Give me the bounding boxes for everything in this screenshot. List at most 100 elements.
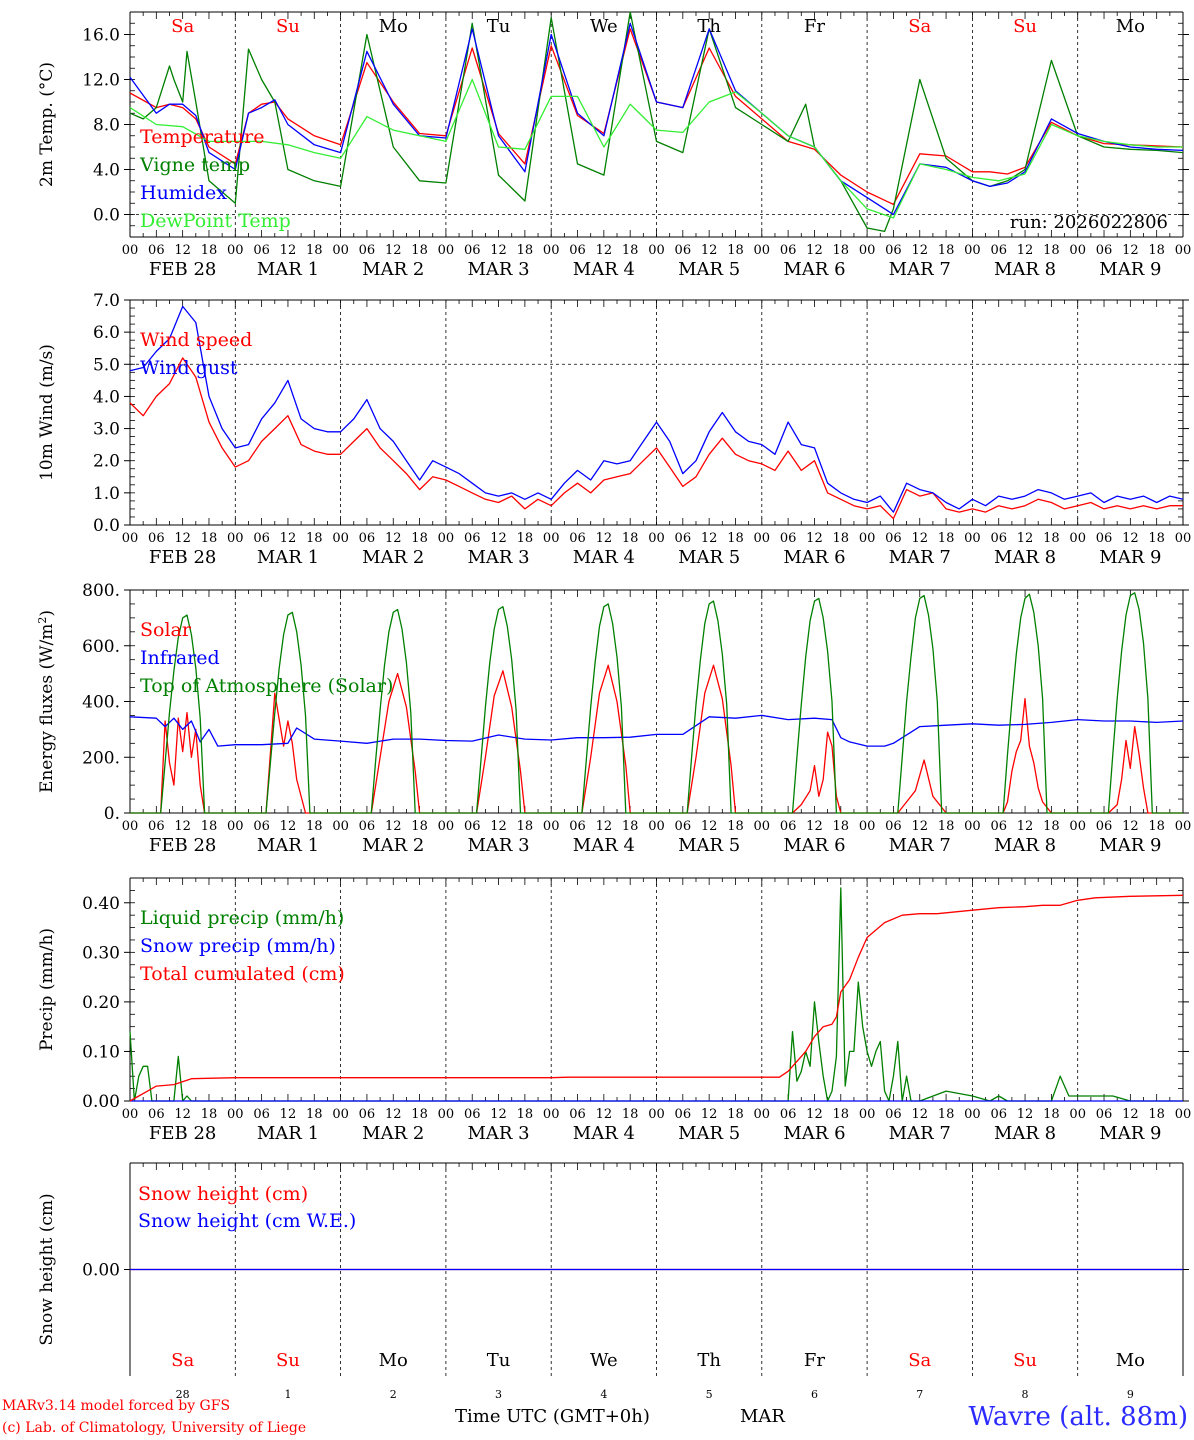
hour-tick-label: 12 xyxy=(174,819,191,834)
day-number-label: 1 xyxy=(284,1388,291,1401)
hour-tick-label: 06 xyxy=(885,1107,902,1122)
hour-tick-label: 18 xyxy=(1148,819,1165,834)
hour-tick-label: 00 xyxy=(122,531,139,546)
hour-tick-label: 12 xyxy=(490,819,507,834)
hour-tick-label: 18 xyxy=(833,1107,850,1122)
hour-tick-label: 12 xyxy=(596,243,613,258)
hour-tick-label: 06 xyxy=(990,1107,1007,1122)
weekday-label: Su xyxy=(276,1350,300,1371)
date-label: MAR 4 xyxy=(573,1123,635,1144)
hour-tick-label: 00 xyxy=(543,531,560,546)
hour-tick-label: 00 xyxy=(543,243,560,258)
y-tick-label: 3.0 xyxy=(93,420,120,440)
hour-tick-label: 06 xyxy=(885,531,902,546)
hour-tick-label: 18 xyxy=(411,819,428,834)
y-tick-label: 1.0 xyxy=(93,484,120,504)
hour-tick-label: 18 xyxy=(517,819,534,834)
hour-tick-label: 18 xyxy=(938,1107,955,1122)
y-tick-label: 0.0 xyxy=(93,516,120,536)
legend-entry: DewPoint Temp xyxy=(140,210,291,232)
hour-tick-label: 18 xyxy=(411,243,428,258)
y-tick-label: 200. xyxy=(82,748,120,768)
hour-tick-label: 00 xyxy=(122,243,139,258)
hour-tick-label: 06 xyxy=(569,531,586,546)
hour-tick-label: 06 xyxy=(148,1107,165,1122)
chart-panel-4: 00 06 12 18 00 06 12 18 00 06 12 18 00 06 12 18 00 06 12 18… xyxy=(37,877,1191,1144)
hour-tick-label: 06 xyxy=(359,243,376,258)
time-axis-label: Time UTC (GMT+0h) xyxy=(455,1406,650,1427)
hour-tick-label: 06 xyxy=(780,1107,797,1122)
chart-panel-2: 00 06 12 18 00 06 12 18 00 06 12 18 00 06 12 18 00 06 12 18… xyxy=(37,291,1191,568)
hour-tick-label: 06 xyxy=(359,1107,376,1122)
hour-tick-label: 06 xyxy=(464,531,481,546)
hour-tick-label: 06 xyxy=(253,1107,270,1122)
y-axis-label: Snow height (cm) xyxy=(37,1193,57,1345)
y-tick-label: 800. xyxy=(82,581,120,601)
hour-tick-label: 12 xyxy=(701,819,718,834)
date-label: MAR 5 xyxy=(678,835,740,856)
legend-entry: Snow height (cm W.E.) xyxy=(138,1210,356,1232)
date-label: MAR 6 xyxy=(783,1123,845,1144)
y-tick-label: 0.00 xyxy=(82,1261,120,1281)
legend-entry: Wind gust xyxy=(140,357,238,379)
day-number-label: 7 xyxy=(916,1388,923,1401)
hour-tick-label: 06 xyxy=(569,243,586,258)
weekday-label: Th xyxy=(697,16,721,37)
hour-tick-label: 06 xyxy=(464,243,481,258)
hour-tick-label: 00 xyxy=(227,1107,244,1122)
day-number-label: 28 xyxy=(176,1388,190,1401)
hour-tick-label: 12 xyxy=(1122,243,1139,258)
hour-tick-label: 18 xyxy=(1148,531,1165,546)
hour-tick-label: 12 xyxy=(1017,531,1034,546)
month-label: MAR xyxy=(740,1406,785,1427)
run-label: run: 2026022806 xyxy=(1010,212,1168,233)
hour-tick-label: 12 xyxy=(174,243,191,258)
hour-tick-label: 00 xyxy=(227,819,244,834)
legend-entry: Solar xyxy=(140,619,192,641)
hour-tick-label: 00 xyxy=(648,1107,665,1122)
day-number-label: 2 xyxy=(390,1388,397,1401)
hour-tick-label: 18 xyxy=(727,243,744,258)
legend-entry: Liquid precip (mm/h) xyxy=(140,907,344,929)
date-label: FEB 28 xyxy=(149,547,216,568)
hour-tick-label: 00 xyxy=(648,243,665,258)
weekday-label: Sa xyxy=(171,16,194,37)
hour-tick-label: 18 xyxy=(727,531,744,546)
weekday-label: Su xyxy=(276,16,300,37)
date-label: MAR 4 xyxy=(573,835,635,856)
hour-tick-label: 00 xyxy=(648,531,665,546)
y-axis-label: Energy fluxes (W/m2) xyxy=(36,610,57,793)
hour-tick-label: 18 xyxy=(1043,243,1060,258)
y-tick-label: 0.0 xyxy=(93,206,120,226)
hour-tick-label: 12 xyxy=(911,243,928,258)
hour-tick-label: 00 xyxy=(1069,1107,1086,1122)
hour-tick-label: 06 xyxy=(253,531,270,546)
date-label: MAR 5 xyxy=(678,259,740,280)
hour-tick-label: 00 xyxy=(754,1107,771,1122)
hour-tick-label: 06 xyxy=(253,819,270,834)
hour-tick-label: 06 xyxy=(1096,819,1113,834)
hour-tick-label: 12 xyxy=(385,1107,402,1122)
hour-tick-label: 06 xyxy=(569,819,586,834)
day-number-label: 5 xyxy=(706,1388,713,1401)
date-label: FEB 28 xyxy=(149,1123,216,1144)
hour-tick-label: 12 xyxy=(1122,531,1139,546)
date-label: MAR 3 xyxy=(467,259,529,280)
hour-tick-label: 06 xyxy=(1096,243,1113,258)
hour-tick-label: 00 xyxy=(543,819,560,834)
weekday-label: Th xyxy=(697,1350,721,1371)
y-tick-label: 12.0 xyxy=(82,71,120,91)
hour-tick-label: 00 xyxy=(227,531,244,546)
hour-tick-label: 12 xyxy=(701,531,718,546)
hour-tick-label: 00 xyxy=(754,531,771,546)
hour-tick-label: 00 xyxy=(227,243,244,258)
hour-tick-label: 18 xyxy=(1043,531,1060,546)
hour-tick-label: 00 xyxy=(1175,531,1192,546)
hour-tick-label: 00 xyxy=(1069,819,1086,834)
date-label: MAR 4 xyxy=(573,547,635,568)
date-label: MAR 7 xyxy=(889,259,951,280)
date-label: MAR 2 xyxy=(362,259,424,280)
legend-entry: Snow height (cm) xyxy=(138,1183,308,1205)
date-label: MAR 7 xyxy=(889,1123,951,1144)
